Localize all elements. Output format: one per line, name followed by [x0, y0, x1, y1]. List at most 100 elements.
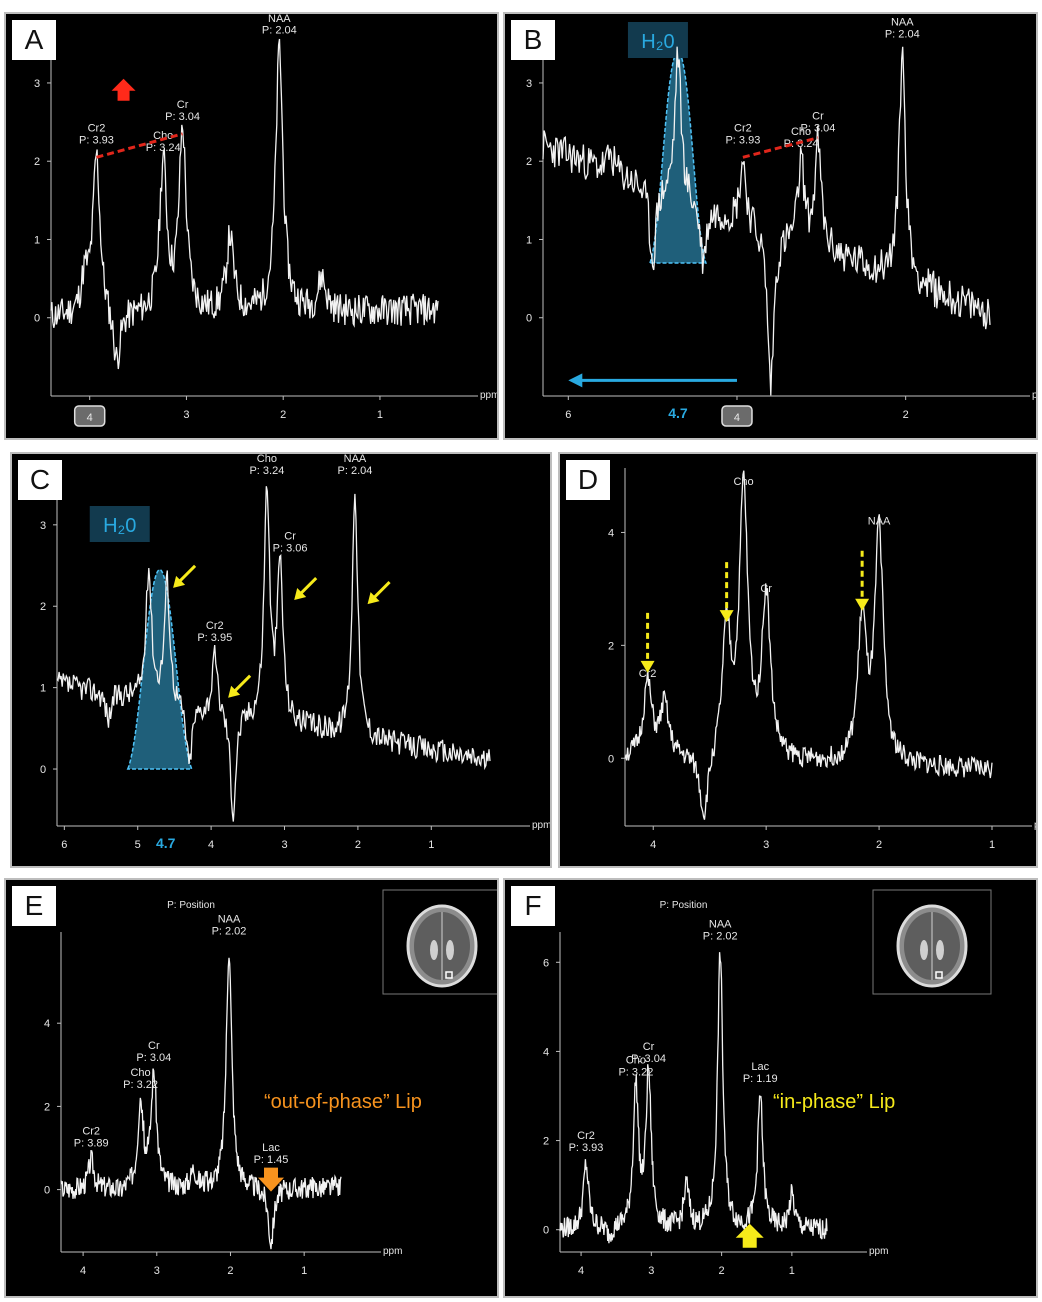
peak-label-cho: Cho	[733, 476, 753, 488]
water-label: H₂0	[103, 515, 136, 537]
red-up-arrow	[111, 78, 136, 101]
mri-ventricle-right	[446, 940, 454, 960]
y-tick-label: 4	[543, 1046, 549, 1058]
y-tick-label: 0	[40, 764, 46, 776]
peak-label-cr: Cr	[760, 583, 772, 595]
panel-f: 0 2 4 6 4 3 2 1 ppm Cr2 P: 3.93 Cho P: 3.22 Cr P: 3.04…	[503, 878, 1038, 1298]
panel-label-e: E	[12, 886, 56, 926]
yellow-up-arrow	[735, 1223, 764, 1248]
x-axis-label: ppm	[1032, 390, 1036, 401]
x-tick-label: 4	[208, 839, 214, 851]
blue-shift-arrow-head	[568, 373, 583, 388]
y-tick-label: 0	[526, 313, 532, 325]
panel-label-d: D	[566, 460, 610, 500]
x-tick-label: 4	[80, 1265, 86, 1277]
y-tick-label: 3	[34, 78, 40, 90]
x-tick-box	[73, 405, 106, 427]
spectrum-trace	[624, 470, 993, 820]
panel-a: 0 1 2 3 4 3 2 1 ppm Cr2 P: 3.93 Cho P: 3.24 Cr P: 3.04…	[4, 12, 499, 440]
peak-label-cr: Cr	[148, 1040, 160, 1052]
peak-label-naa: NAA	[268, 14, 291, 25]
x-tick-highlight: 4.7	[156, 835, 176, 851]
peak-label-cr2: P: 3.89	[74, 1137, 109, 1149]
panel-d: 0 2 4 4 3 2 1 ppm Cr2 Cho Cr NAA D	[558, 452, 1038, 868]
x-tick-label: 6	[565, 409, 571, 421]
peak-label-naa: P: 2.02	[703, 930, 738, 942]
peak-label-cr: Cr	[643, 1041, 655, 1053]
baseline-dashed-line	[96, 132, 183, 159]
panel-label-f: F	[511, 886, 555, 926]
y-tick-label: 2	[608, 640, 614, 652]
peak-label-cho: P: 3.22	[123, 1079, 158, 1091]
yellow-dashed-arrow-head	[855, 598, 870, 611]
peak-label-naa: NAA	[344, 454, 367, 465]
yellow-arrow-head	[228, 685, 241, 698]
x-tick-label: 5	[135, 839, 141, 851]
panel-label-c: C	[18, 460, 62, 500]
y-tick-label: 0	[543, 1225, 549, 1237]
peak-label-lac: P: 1.19	[743, 1073, 778, 1085]
x-axis-label: ppm	[1034, 820, 1036, 831]
peak-label-cr2: Cr2	[82, 1125, 100, 1137]
x-axis-label: ppm	[480, 390, 497, 401]
yellow-arrow-head	[367, 592, 380, 605]
chart-title: P: Position	[660, 900, 708, 911]
x-tick-label: 1	[301, 1265, 307, 1277]
x-tick-label: 1	[377, 409, 383, 421]
x-tick-label: 3	[763, 839, 769, 851]
x-tick-label: 4	[87, 412, 93, 424]
peak-label-cr2: P: 3.93	[79, 134, 114, 146]
x-tick-label: 2	[876, 839, 882, 851]
peak-label-cr2: Cr2	[639, 668, 657, 680]
x-axis-label: ppm	[383, 1246, 402, 1257]
x-tick-label: 3	[154, 1265, 160, 1277]
peak-label-cr: Cr	[812, 111, 824, 123]
y-tick-label: 0	[34, 313, 40, 325]
y-tick-label: 1	[34, 234, 40, 246]
mri-voxel	[935, 971, 943, 979]
x-tick-highlight: 4.7	[668, 405, 688, 421]
peak-label-cho: Cho	[626, 1054, 646, 1066]
y-tick-label: 2	[543, 1136, 549, 1148]
y-tick-label: 4	[44, 1018, 50, 1030]
peak-label-naa: P: 2.04	[262, 25, 297, 37]
baseline-dashed-line	[742, 136, 819, 159]
x-tick-label: 2	[903, 409, 909, 421]
panel-d-plot: 0 2 4 4 3 2 1 ppm Cr2 Cho Cr NAA	[608, 468, 1036, 851]
y-tick-label: 2	[526, 156, 532, 168]
peak-label-cr2: P: 3.93	[725, 134, 760, 146]
x-tick-label: 1	[428, 839, 434, 851]
x-tick-label: 4	[578, 1265, 584, 1277]
panel-e: 0 2 4 4 3 2 1 ppm Cr2 P: 3.89 Cho P: 3.22 Cr P: 3.04 N…	[4, 878, 499, 1298]
y-tick-label: 1	[40, 683, 46, 695]
peak-label-cr: P: 3.04	[165, 111, 200, 123]
peak-label-cr2: Cr2	[88, 122, 106, 134]
peak-label-cho: P: 3.22	[618, 1066, 653, 1078]
panel-label-a: A	[12, 20, 56, 60]
peak-label-cho: P: 3.24	[146, 142, 181, 154]
peak-label-cr2: P: 3.93	[569, 1142, 604, 1154]
peak-label-naa: P: 2.02	[212, 925, 247, 937]
y-tick-label: 1	[526, 234, 532, 246]
y-tick-label: 4	[608, 527, 614, 539]
spectrum-trace	[542, 46, 991, 396]
x-tick-label: 3	[281, 839, 287, 851]
peak-label-cr2: Cr2	[206, 620, 224, 632]
peak-label-naa: NAA	[891, 17, 914, 29]
x-tick-label: 2	[227, 1265, 233, 1277]
x-tick-label: 3	[183, 409, 189, 421]
spectrum-trace	[60, 957, 342, 1250]
water-label-box	[89, 506, 150, 542]
x-tick-label: 3	[648, 1265, 654, 1277]
panel-label-b: B	[511, 20, 555, 60]
peak-label-cho: Cho	[130, 1067, 150, 1079]
yellow-dashed-arrow-head	[640, 660, 655, 673]
spectrum-trace	[56, 486, 491, 822]
peak-label-naa: NAA	[709, 918, 732, 930]
x-tick-label: 4	[734, 412, 740, 424]
lipid-note: “out-of-phase” Lip	[264, 1091, 422, 1113]
x-tick-label: 2	[719, 1265, 725, 1277]
